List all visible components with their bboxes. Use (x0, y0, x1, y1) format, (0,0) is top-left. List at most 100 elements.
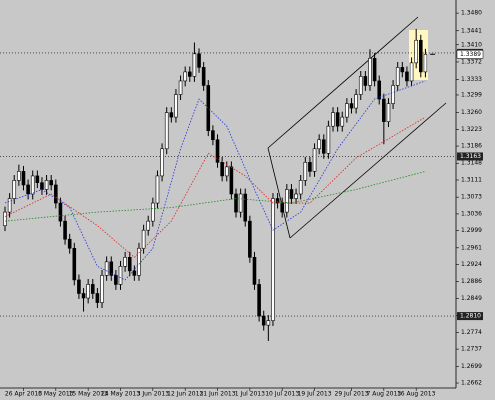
candle-body (146, 220, 151, 231)
candle-body (188, 71, 192, 77)
candle-body (67, 238, 72, 249)
candle-body (252, 257, 257, 285)
candle-body (77, 279, 81, 294)
candle-body (298, 180, 303, 195)
y-tick-label: 1.2774 (461, 329, 482, 336)
candle-body (261, 315, 266, 326)
x-tick-label: 6 May 2013 (38, 391, 73, 398)
candle-body (155, 175, 160, 204)
candle-body (335, 112, 340, 127)
candle-body (271, 198, 275, 321)
candle-body (349, 103, 354, 109)
candle-body (26, 184, 30, 195)
x-tick-label: 26 Apr 2013 (5, 391, 42, 398)
candle-body (294, 193, 298, 199)
candle-body (201, 67, 206, 86)
x-tick-label: 12 Jun 2013 (167, 391, 203, 398)
candle-body (405, 71, 409, 82)
candle-body (141, 229, 146, 249)
moving-average (4, 171, 426, 222)
candle-body (100, 275, 104, 303)
candle-body (400, 67, 405, 73)
candle-body (109, 261, 114, 276)
candle-body (289, 189, 294, 199)
candle-body (44, 180, 49, 190)
candle-body (326, 125, 331, 154)
candle-body (382, 98, 386, 122)
candle-body (340, 116, 345, 127)
candle-body (164, 112, 169, 150)
candle-body (49, 180, 54, 186)
highlight-box (409, 30, 428, 80)
y-tick-label: 1.2849 (461, 295, 482, 302)
level-label: 1.3163 (460, 153, 481, 160)
candle-body (54, 184, 58, 204)
candle-body (386, 103, 391, 122)
candle-body (12, 180, 17, 199)
y-tick-label: 1.3372 (461, 58, 482, 65)
y-tick-label: 1.2924 (461, 261, 482, 268)
candle-body (418, 39, 423, 73)
y-tick-label: 1.2699 (461, 363, 482, 370)
candle-body (368, 58, 372, 86)
candle-body (377, 80, 382, 100)
candle-body (114, 275, 118, 285)
candle-body (211, 130, 215, 141)
y-tick-label: 1.3480 (461, 10, 482, 17)
y-tick-label: 1.3148 (461, 160, 482, 167)
candle-body (169, 112, 174, 118)
x-tick-label: 29 Jul 2013 (335, 391, 369, 398)
candle-body (206, 85, 211, 131)
candle-body (308, 162, 312, 172)
y-tick-label: 1.3036 (461, 210, 482, 217)
x-tick-label: 21 Jun 2013 (199, 391, 235, 398)
candle-body (345, 103, 349, 118)
candle-body (220, 162, 224, 177)
candle-body (321, 139, 326, 154)
candle-body (414, 39, 418, 64)
candle-body (58, 202, 63, 222)
candle-body (234, 193, 238, 213)
candle-body (423, 53, 428, 73)
candle-body (257, 284, 261, 317)
candle-body (192, 53, 197, 77)
candle-body (238, 193, 243, 213)
candle-body (35, 175, 40, 183)
channel-upper (267, 16, 419, 149)
candle-body (248, 220, 252, 258)
y-tick-label: 1.3111 (461, 176, 482, 183)
x-tick-label: 1 Jul 2013 (235, 391, 265, 398)
x-tick-label: 19 Jul 2013 (298, 391, 332, 398)
level-label: 1.2810 (460, 313, 481, 320)
candle-body (7, 198, 12, 213)
candle-body (266, 320, 271, 326)
candle-body (395, 67, 400, 86)
candle-body (72, 247, 77, 281)
candle-body (215, 139, 220, 163)
candle-body (21, 171, 26, 186)
y-tick-label: 1.3223 (461, 126, 482, 133)
candle-body (303, 162, 308, 181)
candle-body (17, 171, 21, 181)
candle-body (197, 53, 201, 68)
candle-body (317, 139, 321, 150)
candle-body (132, 270, 137, 276)
channel-lower (289, 102, 447, 239)
y-tick-label: 1.2886 (461, 278, 482, 285)
y-tick-label: 1.3260 (461, 109, 482, 116)
candle-body (30, 175, 35, 195)
candle-body (409, 62, 414, 82)
candle-body (229, 166, 234, 195)
candle-body (372, 58, 377, 82)
y-tick-label: 1.2961 (461, 244, 482, 251)
x-tick-label: 16 Aug 2013 (397, 391, 436, 398)
y-tick-label: 1.3299 (461, 91, 482, 98)
candle-body (391, 85, 395, 104)
x-tick-label: 10 Jul 2013 (265, 391, 299, 398)
candle-body (363, 76, 368, 86)
candle-body (358, 76, 363, 95)
x-tick-label: 24 May 2013 (101, 391, 140, 398)
candle-body (3, 211, 7, 226)
y-tick-label: 1.2662 (461, 380, 482, 387)
